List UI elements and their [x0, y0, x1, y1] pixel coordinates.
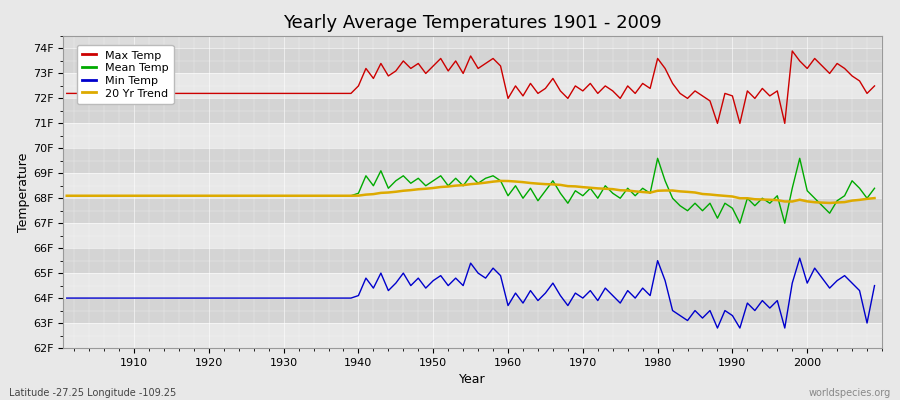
Bar: [63, 74, 882, 98]
Bar: [63, 48, 882, 74]
Text: worldspecies.org: worldspecies.org: [809, 388, 891, 398]
Bar: [63, 173, 882, 198]
Bar: [63, 223, 882, 248]
Bar: [63, 273, 882, 298]
Bar: [63, 248, 882, 273]
Bar: [63, 148, 882, 173]
Legend: Max Temp, Mean Temp, Min Temp, 20 Yr Trend: Max Temp, Mean Temp, Min Temp, 20 Yr Tre…: [76, 45, 174, 104]
Y-axis label: Temperature: Temperature: [17, 152, 30, 232]
X-axis label: Year: Year: [459, 373, 486, 386]
Bar: [63, 198, 882, 223]
Bar: [63, 298, 882, 323]
Title: Yearly Average Temperatures 1901 - 2009: Yearly Average Temperatures 1901 - 2009: [284, 14, 662, 32]
Text: Latitude -27.25 Longitude -109.25: Latitude -27.25 Longitude -109.25: [9, 388, 176, 398]
Bar: [63, 323, 882, 348]
Bar: [63, 98, 882, 123]
Bar: [63, 123, 882, 148]
